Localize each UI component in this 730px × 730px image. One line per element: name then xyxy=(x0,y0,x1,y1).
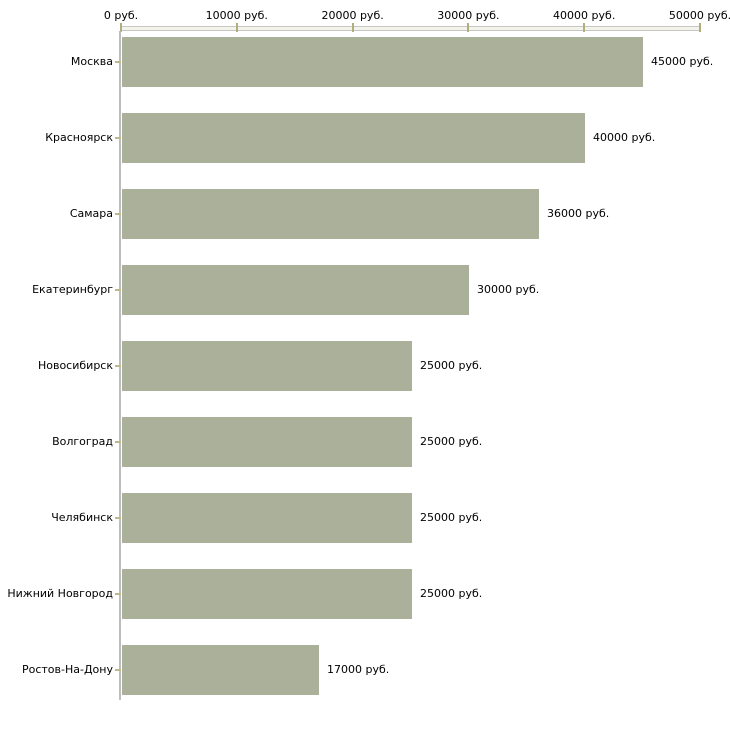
value-label: 40000 руб. xyxy=(593,131,656,144)
category-tick xyxy=(115,213,121,215)
bar-row-2 xyxy=(122,189,539,239)
category-tick xyxy=(115,365,121,367)
value-label: 25000 руб. xyxy=(420,359,483,372)
x-axis-line xyxy=(121,26,700,31)
category-label: Нижний Новгород xyxy=(7,587,113,600)
category-label: Новосибирск xyxy=(37,359,113,372)
x-axis-tick-label: 0 руб. xyxy=(103,9,139,22)
x-axis-tick xyxy=(699,23,701,32)
value-label: 25000 руб. xyxy=(420,511,483,524)
x-axis-tick-label: 50000 руб. xyxy=(668,9,730,22)
bar-row-4 xyxy=(122,341,412,391)
value-label: 17000 руб. xyxy=(327,663,390,676)
bar-row-3 xyxy=(122,265,469,315)
x-axis-tick-label: 30000 руб. xyxy=(437,9,500,22)
category-label: Челябинск xyxy=(51,511,113,524)
category-tick xyxy=(115,137,121,139)
category-label: Ростов-На-Дону xyxy=(21,663,113,676)
category-label: Красноярск xyxy=(45,131,113,144)
value-label: 36000 руб. xyxy=(547,207,610,220)
value-label: 30000 руб. xyxy=(477,283,540,296)
category-tick xyxy=(115,289,121,291)
x-axis-tick xyxy=(467,23,470,32)
category-tick xyxy=(115,61,121,63)
category-tick xyxy=(115,441,121,443)
category-label: Москва xyxy=(70,55,113,68)
category-tick xyxy=(115,593,121,595)
category-tick xyxy=(115,517,121,519)
bar-row-1 xyxy=(122,113,585,163)
value-label: 45000 руб. xyxy=(651,55,714,68)
bar-row-8 xyxy=(122,645,319,695)
value-label: 25000 руб. xyxy=(420,435,483,448)
x-axis-tick xyxy=(583,23,586,32)
bar-row-0 xyxy=(122,37,643,87)
bar-row-5 xyxy=(122,417,412,467)
category-label: Екатеринбург xyxy=(32,283,113,296)
x-axis-tick-label: 10000 руб. xyxy=(205,9,268,22)
bar-row-7 xyxy=(122,569,412,619)
category-label: Волгоград xyxy=(52,435,113,448)
category-tick xyxy=(115,669,121,671)
category-label: Самара xyxy=(69,207,113,220)
x-axis-tick xyxy=(120,23,122,32)
value-label: 25000 руб. xyxy=(420,587,483,600)
x-axis-tick xyxy=(235,23,238,32)
x-axis-tick-label: 20000 руб. xyxy=(321,9,384,22)
bar-row-6 xyxy=(122,493,412,543)
x-axis-tick-label: 40000 руб. xyxy=(553,9,616,22)
x-axis-tick xyxy=(351,23,354,32)
